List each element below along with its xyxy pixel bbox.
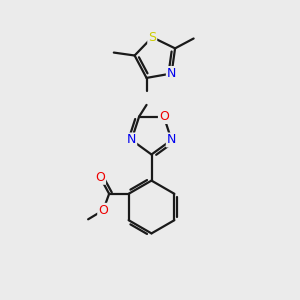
Text: O: O <box>159 110 169 123</box>
Text: O: O <box>95 171 105 184</box>
Text: O: O <box>98 204 108 217</box>
Text: S: S <box>148 31 156 44</box>
Text: N: N <box>127 134 136 146</box>
Text: N: N <box>167 67 176 80</box>
Text: N: N <box>167 134 176 146</box>
